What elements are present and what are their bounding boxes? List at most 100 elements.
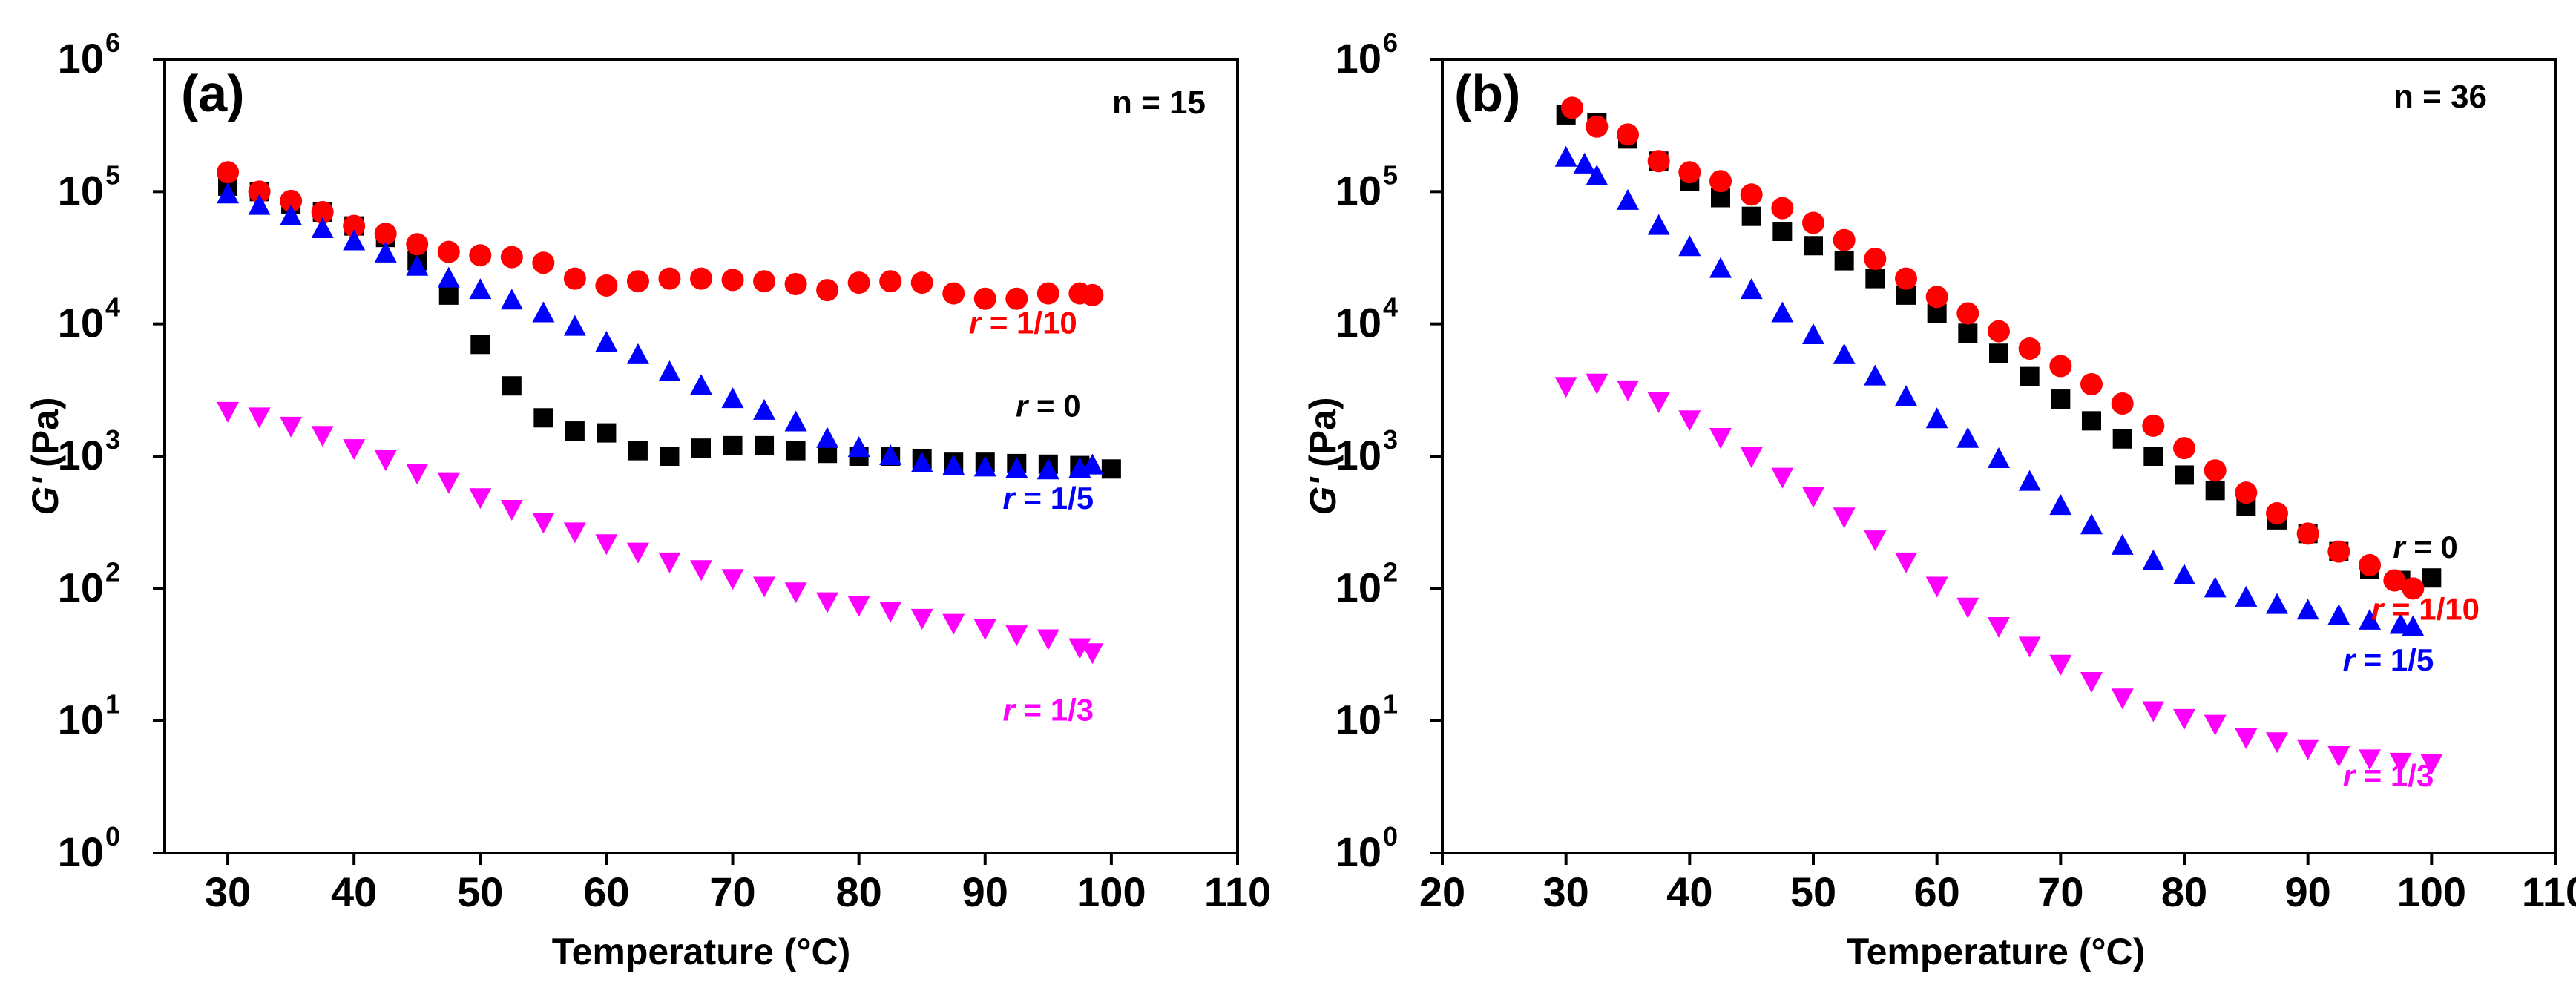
panel-a-r-1-3-point-24: [942, 613, 965, 635]
panel-b-r-1-3-point-23: [2235, 728, 2258, 749]
panel-a-r-1-5-point-19: [784, 410, 807, 432]
panel-a-series-r-1-3: [217, 401, 1104, 665]
panel-a-r-1-10-point-12: [563, 267, 586, 290]
panel-b-r-1-3-point-25: [2296, 739, 2319, 760]
panel-b-x-tick-label-110: 110: [2522, 869, 2576, 915]
panel-a-r-1-3-point-16: [690, 560, 712, 582]
panel-a-x-axis-title: Temperature (°C): [552, 931, 850, 972]
panel-a-r-0-point-13: [597, 423, 617, 443]
panel-b-x-tick-label-100: 100: [2397, 869, 2466, 915]
panel-a-y-tick-exponent-1e3: 3: [105, 424, 120, 455]
panel-b-r-1-5-point-25: [2266, 593, 2288, 614]
panel-a-r-1-10-point-6: [374, 223, 397, 246]
panel-a-y-tick-label-1e4: 104: [58, 292, 120, 346]
panel-a-x-tick-label-70: 70: [709, 869, 755, 915]
panel-a-label: (a): [181, 65, 245, 122]
panel-a-y-tick-label-1e3: 103: [58, 424, 120, 478]
panel-a-r-1-5-point-6: [374, 241, 397, 263]
panel-a-data-marks: [217, 161, 1121, 665]
panel-b-r-0-point-9: [1804, 236, 1823, 256]
panel-a-y-tick-exponent-1e2: 2: [105, 556, 120, 587]
panel-b-r-1-10-point-6: [1709, 170, 1732, 193]
panel-b-r-1-10-point-4: [1647, 150, 1670, 173]
panel-b-r-1-5-point-1: [1554, 145, 1577, 167]
panel-a-r-1-5-point-17: [721, 387, 744, 409]
panel-b-r-1-5-point-11: [1833, 343, 1856, 364]
panel-b-r-0-point-10: [1834, 251, 1854, 271]
panel-a-y-axis-symbol: G': [24, 476, 66, 516]
panel-a-label-r-0-symbol: r: [1016, 388, 1030, 423]
panel-b-r-1-10-point-3: [1617, 123, 1639, 146]
panel-b-r-0-point-7: [1741, 206, 1761, 226]
panel-a-r-0-point-19: [786, 441, 806, 461]
panel-a-r-0-point-15: [660, 447, 680, 466]
panel-a-r-1-5-point-16: [690, 374, 712, 395]
panel-a-r-0-point-11: [533, 408, 553, 428]
panel-a-r-1-5-point-26: [1005, 457, 1028, 478]
panel-a-r-1-10-point-24: [942, 282, 965, 305]
panel-a-r-1-10-point-19: [784, 272, 807, 295]
panel-a-r-0-point-14: [628, 441, 648, 461]
panel-b-r-1-3-point-6: [1709, 427, 1732, 449]
panel-a-r-1-3-point-3: [280, 416, 303, 438]
panel-a-r-1-5-point-14: [626, 343, 649, 364]
panel-b-r-1-5-point-13: [1895, 385, 1917, 406]
panel-b-r-0-point-17: [2051, 389, 2071, 409]
panel-b-r-1-5-point-19: [2080, 513, 2103, 535]
panel-b-r-1-3-point-11: [1864, 530, 1887, 552]
panel-a-r-1-3-point-17: [721, 569, 744, 590]
panel-b-r-1-10-point-15: [1988, 320, 2010, 343]
panel-a-n-annotation: n = 15: [1112, 85, 1206, 121]
panel-b-r-1-3-point-3: [1617, 380, 1639, 401]
panel-b-r-1-10-point-13: [1925, 286, 1948, 309]
panel-b-r-1-5-point-14: [1925, 407, 1948, 429]
panel-a-r-1-3-point-4: [311, 426, 334, 447]
panel-a-label-r-1-5-value: = 1/5: [1015, 481, 1094, 516]
panel-b-y-tick-exponent-1e6: 6: [1383, 27, 1398, 58]
panel-a-y-tick-exponent-1e1: 1: [105, 689, 120, 719]
panel-b-r-1-10-point-8: [1771, 197, 1794, 220]
panel-a-r-1-5-point-8: [437, 266, 460, 288]
panel-b-x-tick-label-90: 90: [2285, 869, 2331, 915]
panel-a-r-0-point-29: [1101, 459, 1121, 479]
panel-a-r-0-point-16: [691, 438, 711, 458]
panel-b-label-r-1-5-symbol: r: [2343, 642, 2357, 677]
panel-a-label-r-1-5-symbol: r: [1003, 481, 1017, 516]
panel-b-label-r-1-5-value: = 1/5: [2355, 642, 2434, 677]
panel-a-x-tick-label-30: 30: [205, 869, 251, 915]
panel-b-r-0-point-21: [2175, 465, 2194, 485]
panel-b-x-tick-label-40: 40: [1666, 869, 1712, 915]
panel-a-r-1-5-point-3: [280, 204, 303, 225]
panel-a-y-tick-label-1e0: 100: [58, 821, 120, 875]
panel-a-r-0-point-9: [470, 335, 490, 355]
panel-b-y-tick-exponent-1e2: 2: [1383, 556, 1398, 587]
panel-b-label-r-1-5: r = 1/5: [2343, 642, 2434, 677]
panel-a-series-labels: r = 0r = 1/10r = 1/5r = 1/3: [969, 305, 1094, 727]
panel-b-r-0-point-14: [1958, 323, 1978, 343]
panel-b-x-tick-label-20: 20: [1419, 869, 1465, 915]
panel-b-r-0-point-22: [2205, 481, 2225, 501]
panel-a-r-1-10-point-9: [469, 244, 492, 267]
panel-a-r-1-10-point-27: [1036, 282, 1059, 305]
panel-a-r-1-3-point-6: [374, 449, 397, 471]
panel-a-r-1-3-point-8: [437, 472, 460, 494]
panel-b-r-0-point-16: [2020, 366, 2040, 386]
panel-a-r-0-point-18: [755, 435, 775, 455]
panel-a-r-1-3-point-29: [1081, 643, 1104, 665]
panel-b-y-tick-label-1e6: 106: [1335, 27, 1398, 82]
panel-a-r-1-5-point-25: [973, 455, 996, 477]
panel-a-y-tick-label-1e6: 106: [58, 27, 120, 82]
panel-a-r-1-3-point-9: [469, 488, 492, 510]
panel-a-label-r-1-3-symbol: r: [1003, 693, 1017, 728]
panel-b-r-0-point-29: [2422, 568, 2442, 588]
panel-a-x-tick-label-60: 60: [583, 869, 629, 915]
panel-a-r-1-10-point-3: [280, 189, 303, 212]
panel-a-y-tick-label-1e2: 102: [58, 556, 120, 610]
panel-b-y-tick-label-1e4: 104: [1335, 292, 1398, 346]
panel-a-r-1-10-point-8: [437, 240, 460, 263]
panel-b-r-1-5-point-5: [1647, 214, 1670, 235]
panel-a-r-1-3-point-2: [248, 407, 271, 429]
panel-a-label-r-1-5: r = 1/5: [1003, 481, 1094, 516]
panel-a-r-1-10-point-20: [816, 279, 839, 302]
panel-a-r-0-point-8: [438, 285, 459, 305]
